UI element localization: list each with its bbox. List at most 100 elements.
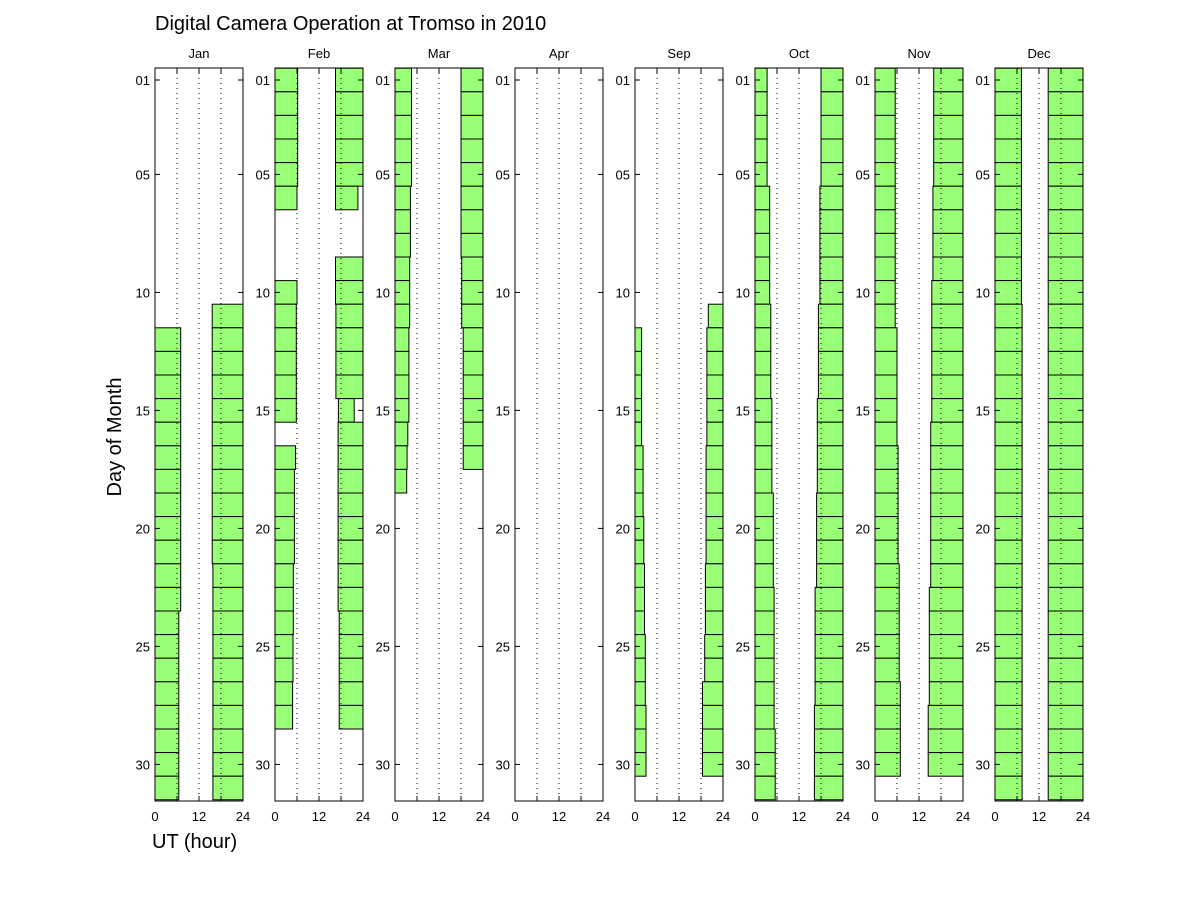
bar-feb-day19-1 (337, 492, 364, 518)
bar-dec-day23-1 (1047, 586, 1084, 612)
bar-feb-day26-0 (274, 657, 294, 683)
bar-jan-day31-1 (212, 775, 244, 801)
y-tick-label: 01 (616, 73, 630, 88)
bar-sep-day19-1 (705, 492, 724, 518)
panel-mar: Mar 01 05 10 15 20 25 30 0 12 24 (376, 46, 491, 824)
bar-sep-day22-1 (704, 563, 724, 588)
y-tick-label: 10 (856, 285, 870, 300)
bar-dec-day2-1 (1047, 91, 1084, 116)
bar-nov-day11-0 (874, 303, 896, 329)
bar-oct-day19-0 (754, 492, 774, 518)
bar-dec-day17-1 (1047, 445, 1084, 470)
x-tick-label: 12 (1032, 809, 1046, 824)
bar-oct-day12-0 (754, 327, 772, 352)
bar-mar-day17-1 (462, 445, 484, 470)
y-tick-label: 15 (616, 403, 630, 418)
bar-sep-day21-0 (634, 539, 645, 565)
bar-feb-day4-0 (274, 138, 299, 164)
bar-sep-day26-0 (634, 657, 646, 683)
bar-nov-day13-1 (931, 350, 964, 376)
y-tick-label: 05 (496, 167, 510, 182)
bar-sep-day28-1 (702, 704, 724, 730)
bar-nov-day27-1 (928, 681, 964, 706)
bar-jan-day16-1 (211, 421, 244, 447)
bar-mar-day3-0 (394, 114, 412, 140)
bar-nov-day17-1 (930, 445, 964, 470)
bar-mar-day3-1 (460, 114, 484, 140)
bar-sep-day24-1 (704, 610, 724, 636)
y-tick-label: 30 (136, 757, 150, 772)
bar-feb-day17-0 (274, 445, 296, 470)
y-tick-label: 15 (136, 403, 150, 418)
bar-dec-day4-1 (1047, 138, 1084, 164)
bar-dec-day19-0 (994, 492, 1023, 518)
panel-apr: Apr 01 05 10 15 20 25 30 0 12 24 (496, 46, 611, 824)
bar-mar-day16-0 (394, 421, 409, 447)
bar-nov-day14-1 (931, 374, 964, 400)
bar-jan-day13-1 (211, 350, 244, 376)
bar-oct-day14-1 (817, 374, 844, 400)
bar-feb-day13-0 (274, 350, 297, 376)
bar-oct-day8-1 (819, 232, 844, 258)
x-tick-label: 0 (751, 809, 758, 824)
bar-sep-day26-1 (704, 657, 724, 683)
bar-nov-day4-0 (874, 138, 896, 164)
y-tick-label: 05 (136, 167, 150, 182)
bar-dec-day22-0 (994, 563, 1023, 588)
bar-jan-day11-0 (211, 303, 244, 329)
bar-dec-day24-0 (994, 610, 1023, 636)
y-tick-label: 10 (976, 285, 990, 300)
bar-feb-day16-0 (337, 421, 364, 447)
y-tick-label: 30 (736, 757, 750, 772)
bar-nov-day9-1 (932, 256, 964, 282)
bar-oct-day9-0 (754, 256, 771, 282)
month-panels: Jan 01 05 10 15 20 25 30 0 12 24 Feb 01 05 10 15 20 25 30 0… (136, 46, 1091, 824)
bar-nov-day19-0 (874, 492, 899, 518)
bar-feb-day22-1 (337, 563, 364, 588)
bar-sep-day29-0 (634, 728, 647, 754)
bar-jan-day12-1 (211, 327, 244, 352)
x-axis-label: UT (hour) (152, 831, 237, 853)
y-tick-label: 01 (976, 73, 990, 88)
bar-dec-day14-0 (994, 374, 1023, 400)
bar-oct-day27-1 (814, 681, 844, 706)
bar-nov-day8-0 (874, 232, 896, 258)
bar-dec-day20-1 (1047, 516, 1084, 541)
bar-nov-day3-1 (933, 114, 964, 140)
bar-dec-day11-1 (1047, 303, 1084, 329)
bar-feb-day6-1 (335, 185, 359, 211)
bar-feb-day28-0 (274, 704, 294, 730)
bar-dec-day27-1 (1047, 681, 1084, 706)
y-tick-label: 05 (376, 167, 390, 182)
bar-feb-day2-0 (274, 91, 299, 116)
bar-nov-day18-1 (930, 468, 964, 494)
x-tick-label: 24 (956, 809, 970, 824)
bar-nov-day2-0 (874, 91, 896, 116)
bar-jan-day21-1 (211, 539, 244, 565)
bar-feb-day3-0 (274, 114, 299, 140)
bar-nov-day29-1 (927, 728, 964, 754)
x-tick-label: 24 (236, 809, 250, 824)
y-tick-label: 15 (256, 403, 270, 418)
panel-frame (514, 67, 604, 802)
bar-sep-day14-0 (634, 374, 643, 400)
y-tick-label: 30 (976, 757, 990, 772)
x-tick-label: 24 (596, 809, 610, 824)
bar-nov-day14-0 (874, 374, 898, 400)
bar-nov-day24-0 (874, 610, 900, 636)
bar-mar-day14-0 (394, 374, 410, 400)
bar-dec-day22-1 (1047, 563, 1084, 588)
bar-oct-day31-0 (754, 775, 776, 801)
bar-sep-day27-1 (702, 681, 724, 706)
bar-mar-day13-1 (462, 350, 484, 376)
bar-oct-day7-0 (754, 209, 771, 234)
chart-title: Digital Camera Operation at Tromso in 20… (155, 13, 546, 35)
bar-dec-day24-1 (1047, 610, 1084, 636)
month-label: Nov (907, 46, 931, 61)
bar-feb-day3-1 (335, 114, 364, 140)
month-label: Oct (789, 46, 810, 61)
bar-feb-day21-1 (337, 539, 364, 565)
bar-dec-day29-0 (994, 728, 1023, 754)
x-tick-label: 24 (836, 809, 850, 824)
bar-jan-day27-1 (212, 681, 244, 706)
